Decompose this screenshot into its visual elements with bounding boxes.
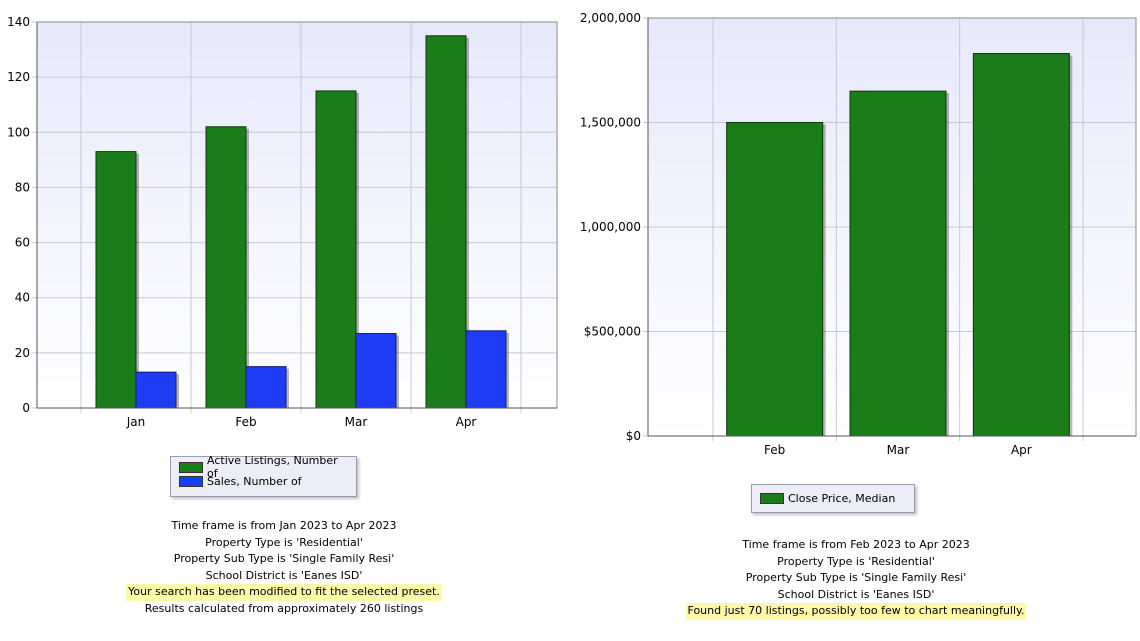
right-ytick-label: 2,000,000 (580, 11, 641, 25)
left-bar-sales-number-of-apr (465, 330, 507, 409)
left-chart-panel: 0 20 40 60 80 100 120 140 Jan Feb Mar Apr Active Li… (0, 0, 568, 641)
criteria-time-frame: Time frame is from Feb 2023 to Apr 2023 (742, 538, 970, 551)
left-ytick-label: 40 (15, 291, 30, 305)
left-xtick-label: Jan (126, 415, 146, 429)
low-listings-notice: Found just 70 listings, possibly too few… (685, 603, 1027, 620)
left-search-criteria: Time frame is from Jan 2023 to Apr 2023 … (0, 518, 568, 617)
legend-label-sales: Sales, Number of (207, 474, 302, 488)
left-xtick-label: Mar (345, 415, 368, 429)
criteria-property-type: Property Type is 'Residential' (777, 554, 935, 568)
left-xtick-label: Apr (456, 415, 477, 429)
close-price-chart: $0 $500,000 1,000,000 1,500,000 2,000,000 Feb… (580, 11, 1137, 457)
left-xtick-label: Feb (235, 415, 256, 429)
left-bar-sales-number-of-jan (135, 371, 177, 409)
legend-swatch-close-price (760, 492, 784, 504)
criteria-property-type: Property Type is 'Residential' (205, 535, 363, 549)
left-bar-active-listings-number-of-mar (315, 90, 357, 409)
right-ytick-label: 1,000,000 (580, 220, 641, 234)
preset-notice: Your search has been modified to fit the… (126, 584, 442, 601)
legend-item-active-listings: Active Listings, Number of (179, 454, 350, 480)
legend-label-active-listings: Active Listings, Number of (207, 454, 338, 480)
legend-label-close-price: Close Price, Median (788, 491, 896, 505)
left-bar-active-listings-number-of-apr (425, 35, 467, 409)
legend-swatch-active-listings (179, 461, 203, 473)
left-ytick-label: 20 (15, 346, 30, 360)
right-xtick-label: Feb (764, 443, 785, 457)
left-ytick-label: 60 (15, 236, 30, 250)
results-count: Results calculated from approximately 26… (144, 601, 424, 615)
right-bar-close-price-median-mar (849, 90, 947, 437)
right-legend: Close Price, Median (751, 484, 915, 513)
right-chart-panel: $0 $500,000 1,000,000 1,500,000 2,000,000 Feb… (572, 0, 1140, 641)
left-ytick-label: 120 (7, 70, 30, 84)
left-legend: Active Listings, Number of Sales, Number… (170, 454, 357, 497)
left-bar-sales-number-of-feb (245, 366, 287, 409)
right-search-criteria: Time frame is from Feb 2023 to Apr 2023 … (572, 537, 1140, 620)
criteria-property-sub-type: Property Sub Type is 'Single Family Resi… (173, 552, 395, 565)
criteria-property-sub-type: Property Sub Type is 'Single Family Resi… (745, 571, 967, 584)
right-ytick-label: 1,500,000 (580, 116, 641, 130)
left-bar-sales-number-of-mar (355, 333, 397, 409)
criteria-school-district: School District is 'Eanes ISD' (205, 568, 363, 582)
right-bar-close-price-median-feb (726, 122, 824, 437)
criteria-school-district: School District is 'Eanes ISD' (777, 587, 935, 601)
panel-divider (568, 0, 572, 641)
left-ytick-label: 0 (22, 401, 30, 415)
left-bar-active-listings-number-of-feb (205, 126, 247, 409)
legend-item-sales: Sales, Number of (179, 474, 350, 488)
right-xtick-label: Apr (1011, 443, 1032, 457)
left-ytick-label: 140 (7, 15, 30, 29)
left-bar-active-listings-number-of-jan (95, 151, 137, 409)
legend-swatch-sales (179, 475, 203, 487)
left-ytick-label: 100 (7, 125, 30, 139)
legend-item-close-price: Close Price, Median (760, 491, 908, 505)
left-ytick-label: 80 (15, 180, 30, 194)
right-ytick-label: $0 (626, 429, 641, 443)
right-ytick-label: $500,000 (584, 325, 641, 339)
right-xtick-label: Mar (887, 443, 910, 457)
right-bar-close-price-median-apr (972, 53, 1070, 437)
criteria-time-frame: Time frame is from Jan 2023 to Apr 2023 (171, 519, 397, 532)
listings-sales-chart: 0 20 40 60 80 100 120 140 Jan Feb Mar Apr (7, 15, 558, 429)
